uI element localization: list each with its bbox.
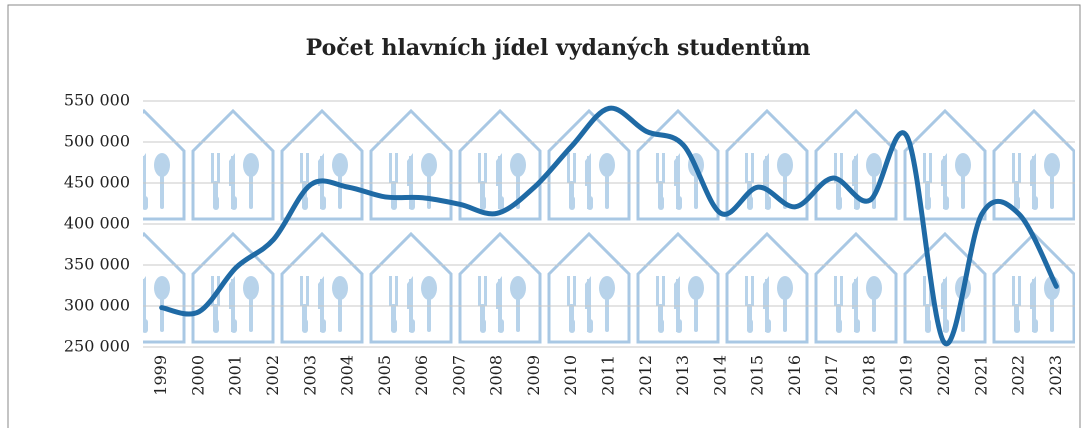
y-tick-label: 300 000: [64, 296, 130, 315]
x-tick-label: 2018: [859, 355, 878, 396]
x-tick-label: 2014: [710, 355, 729, 396]
chart-title: Počet hlavních jídel vydaných studentům: [306, 35, 811, 61]
x-tick-label: 2010: [561, 355, 580, 396]
x-tick-label: 2021: [971, 355, 990, 396]
x-tick-label: 1999: [151, 355, 170, 396]
y-tick-label: 550 000: [64, 91, 130, 110]
x-tick-label: 2002: [263, 355, 282, 396]
x-tick-label: 2007: [449, 355, 468, 396]
x-tick-label: 2019: [897, 355, 916, 396]
x-tick-label: 2015: [748, 355, 767, 396]
y-tick-label: 350 000: [64, 255, 130, 274]
data-line: [159, 105, 1059, 347]
x-tick-label: 2004: [338, 355, 357, 396]
x-tick-label: 2011: [599, 355, 618, 396]
x-tick-label: 2005: [375, 355, 394, 396]
x-tick-label: 2009: [524, 355, 543, 396]
x-tick-label: 2003: [300, 355, 319, 396]
x-tick-label: 2001: [226, 355, 245, 396]
x-tick-label: 2013: [673, 355, 692, 396]
x-tick-label: 2017: [822, 355, 841, 396]
x-tick-label: 2006: [412, 355, 431, 396]
y-tick-label: 500 000: [64, 132, 130, 151]
x-tick-label: 2016: [785, 355, 804, 396]
x-tick-label: 2012: [636, 355, 655, 396]
x-tick-label: 2023: [1046, 355, 1065, 396]
x-tick-label: 2000: [188, 355, 207, 396]
x-tick-label: 2020: [934, 355, 953, 396]
x-tick-label: 2022: [1009, 355, 1028, 396]
y-tick-label: 450 000: [64, 173, 130, 192]
y-tick-label: 400 000: [64, 214, 130, 233]
x-tick-label: 2008: [487, 355, 506, 396]
y-tick-label: 250 000: [64, 337, 130, 356]
